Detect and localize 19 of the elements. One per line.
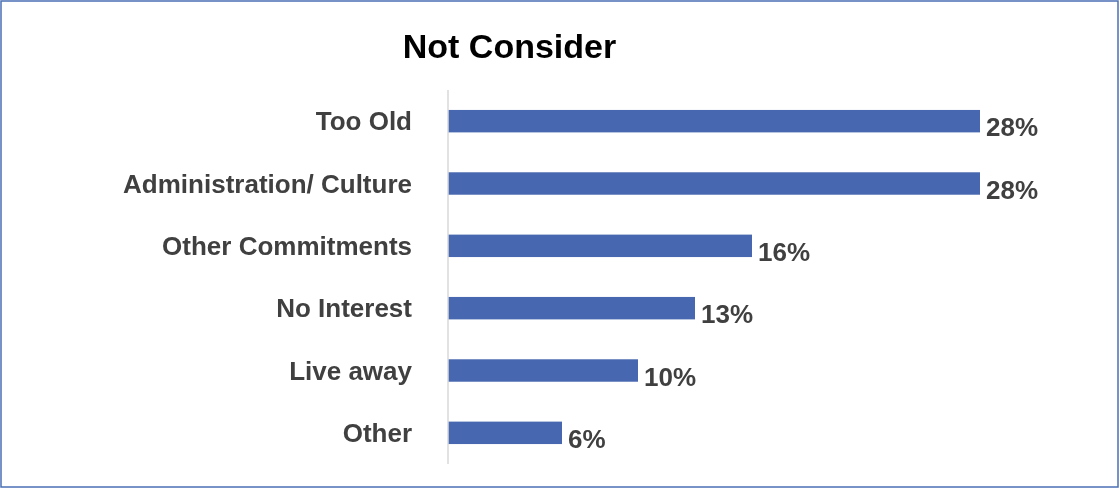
data-label: 6% xyxy=(568,423,606,454)
y-tick-label: Too Old xyxy=(315,106,412,137)
bar xyxy=(448,172,980,195)
data-label: 13% xyxy=(701,299,754,330)
data-label: 16% xyxy=(758,236,811,267)
y-tick-label: Administration/ Culture xyxy=(123,168,412,199)
data-label: 28% xyxy=(986,112,1039,143)
bar xyxy=(448,421,562,445)
bar xyxy=(448,296,695,320)
y-tick-label: Live away xyxy=(289,355,413,386)
y-tick-label: Other xyxy=(342,417,412,448)
chart-title: Not Consider xyxy=(402,27,617,65)
y-tick-label: Other Commitments xyxy=(162,230,412,261)
y-tick-label: No Interest xyxy=(276,293,413,324)
data-label: 10% xyxy=(644,361,697,392)
bar xyxy=(448,109,980,133)
data-label: 28% xyxy=(986,174,1039,205)
bar xyxy=(448,359,638,382)
bar xyxy=(448,234,752,258)
